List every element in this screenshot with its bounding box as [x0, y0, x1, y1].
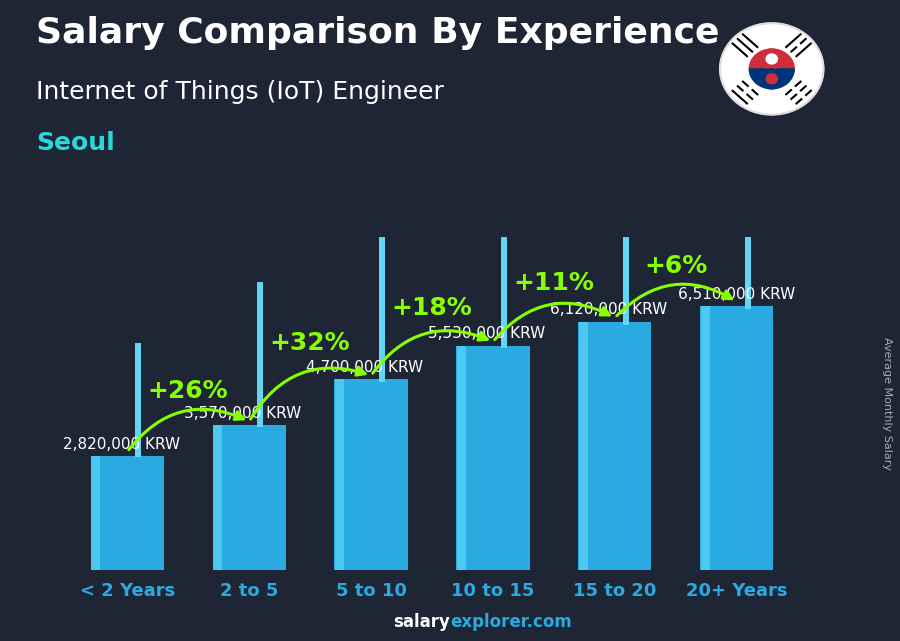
Text: 2,820,000 KRW: 2,820,000 KRW [62, 437, 180, 451]
Wedge shape [749, 69, 794, 88]
Bar [257, 282, 263, 427]
Text: 5,530,000 KRW: 5,530,000 KRW [428, 326, 545, 342]
Bar [745, 44, 751, 309]
Text: +11%: +11% [514, 271, 594, 295]
Bar [212, 426, 285, 570]
Circle shape [766, 74, 778, 84]
Text: Salary Comparison By Experience: Salary Comparison By Experience [36, 16, 719, 50]
Wedge shape [749, 49, 794, 69]
Circle shape [760, 69, 783, 89]
Bar [579, 322, 589, 570]
Text: Seoul: Seoul [36, 131, 115, 155]
Text: Internet of Things (IoT) Engineer: Internet of Things (IoT) Engineer [36, 80, 444, 104]
Circle shape [760, 49, 783, 69]
Circle shape [766, 54, 778, 64]
Bar [213, 426, 222, 570]
Text: 3,570,000 KRW: 3,570,000 KRW [184, 406, 302, 421]
Text: 4,700,000 KRW: 4,700,000 KRW [306, 360, 424, 375]
Bar [456, 345, 529, 570]
Text: explorer.com: explorer.com [450, 613, 572, 631]
Bar [457, 345, 466, 570]
Bar [623, 76, 629, 325]
Bar [700, 306, 710, 570]
Text: 6,120,000 KRW: 6,120,000 KRW [550, 303, 668, 317]
Text: +26%: +26% [148, 379, 229, 403]
Bar [135, 342, 141, 457]
Bar [501, 124, 507, 349]
Bar [335, 379, 345, 570]
Circle shape [720, 23, 824, 115]
Text: salary: salary [393, 613, 450, 631]
Bar [91, 456, 101, 570]
Text: +6%: +6% [644, 254, 707, 278]
Text: Average Monthly Salary: Average Monthly Salary [881, 337, 892, 470]
Bar [379, 190, 385, 382]
Text: +18%: +18% [392, 296, 472, 320]
Bar [579, 322, 652, 570]
Bar [335, 379, 408, 570]
Bar [91, 456, 164, 570]
Text: 6,510,000 KRW: 6,510,000 KRW [679, 287, 796, 301]
Text: +32%: +32% [270, 331, 350, 355]
Bar [700, 306, 773, 570]
